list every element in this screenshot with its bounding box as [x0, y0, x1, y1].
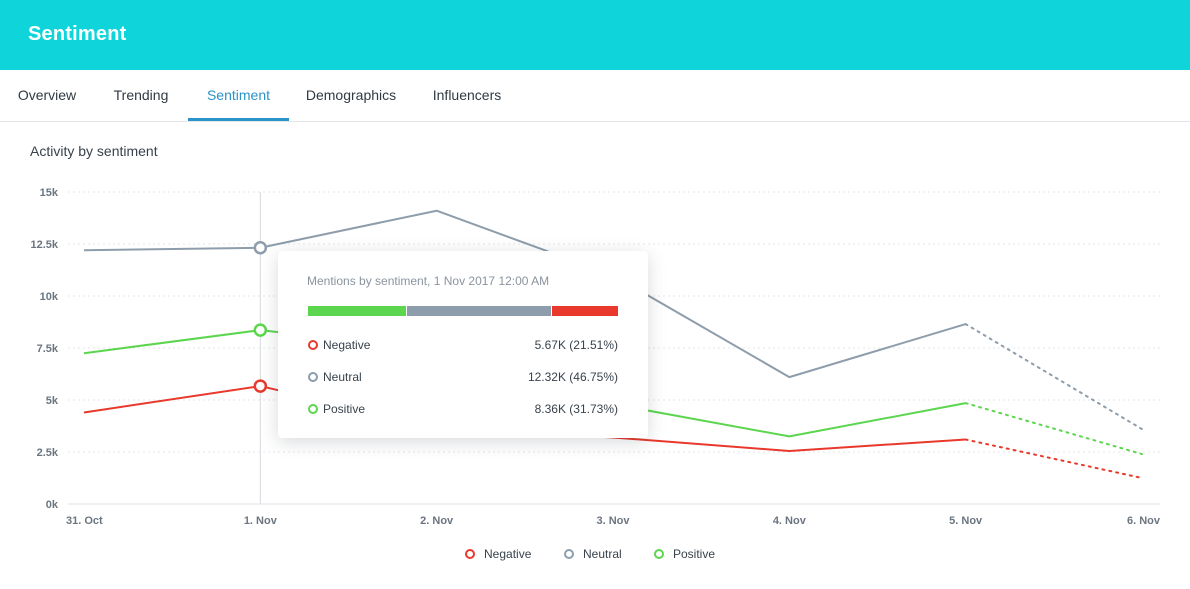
- tooltip-title: Mentions by sentiment, 1 Nov 2017 12:00 …: [307, 274, 550, 288]
- neutral-share-segment: [406, 306, 552, 316]
- legend-label: Neutral: [583, 547, 622, 561]
- chart-markers: [253, 240, 268, 393]
- tooltip-label: Positive: [323, 402, 366, 416]
- tab-overview[interactable]: Overview: [17, 87, 77, 103]
- tooltip-row-neutral: Neutral 12.32K (46.75%): [308, 369, 618, 387]
- chart-axes: 0k 2.5k 5k 7.5k 10k 12.5k 15k 31. Oct 1. Nov 2. N…: [30, 187, 1160, 527]
- tooltip-label: Negative: [323, 338, 371, 352]
- neutral-dot-icon: [564, 549, 574, 559]
- tooltip-label: Neutral: [323, 370, 362, 384]
- x-tick-label: 6. Nov: [1127, 515, 1161, 527]
- tooltip-value: 12.32K (46.75%): [527, 370, 618, 384]
- x-tick-label: 4. Nov: [773, 515, 807, 527]
- sentiment-share-bar: [308, 306, 618, 316]
- y-tick-label: 5k: [46, 395, 59, 407]
- chart-title: Activity by sentiment: [30, 143, 158, 159]
- y-tick-label: 0k: [46, 499, 59, 511]
- negative-dot-icon: [465, 549, 475, 559]
- active-tab-indicator: [188, 118, 289, 121]
- x-tick-label: 1. Nov: [244, 515, 278, 527]
- x-tick-label: 3. Nov: [596, 515, 630, 527]
- y-tick-label: 10k: [40, 291, 59, 303]
- chart-tooltip: Mentions by sentiment, 1 Nov 2017 12:00 …: [278, 251, 648, 438]
- y-tick-label: 2.5k: [37, 447, 59, 459]
- legend-label: Positive: [673, 547, 716, 561]
- tooltip-row-negative: Negative 5.67K (21.51%): [308, 337, 618, 355]
- negative-share-segment: [551, 306, 618, 316]
- positive-dot-icon: [308, 404, 318, 414]
- page-header: Sentiment: [0, 0, 1190, 70]
- neutral-hover-marker: [253, 240, 268, 255]
- x-tick-label: 5. Nov: [949, 515, 983, 527]
- positive-forecast-line: [964, 402, 1143, 456]
- y-tick-label: 7.5k: [37, 343, 59, 355]
- x-tick-label: 31. Oct: [66, 515, 103, 527]
- tab-sentiment[interactable]: Sentiment: [206, 87, 271, 103]
- positive-hover-marker: [253, 323, 268, 337]
- legend-label: Negative: [484, 547, 532, 561]
- neutral-series-line: [83, 209, 966, 379]
- negative-hover-marker: [253, 379, 268, 393]
- tooltip-value: 5.67K (21.51%): [534, 338, 618, 352]
- negative-dot-icon: [308, 340, 318, 350]
- y-tick-label: 15k: [40, 187, 59, 199]
- neutral-forecast-line: [964, 323, 1143, 431]
- tab-trending[interactable]: Trending: [113, 87, 169, 103]
- y-tick-label: 12.5k: [30, 239, 58, 251]
- x-tick-label: 2. Nov: [420, 515, 454, 527]
- positive-share-segment: [308, 306, 407, 316]
- tooltip-value: 8.36K (31.73%): [534, 402, 618, 416]
- negative-forecast-line: [964, 438, 1143, 479]
- tab-bar: Overview Trending Sentiment Demographics…: [0, 70, 1190, 122]
- page-title: Sentiment: [28, 23, 127, 45]
- tooltip-row-positive: Positive 8.36K (31.73%): [308, 401, 618, 419]
- tab-influencers[interactable]: Influencers: [432, 87, 502, 103]
- positive-dot-icon: [654, 549, 664, 559]
- tab-demographics[interactable]: Demographics: [305, 87, 397, 103]
- chart-grid: [68, 191, 1160, 505]
- neutral-dot-icon: [308, 372, 318, 382]
